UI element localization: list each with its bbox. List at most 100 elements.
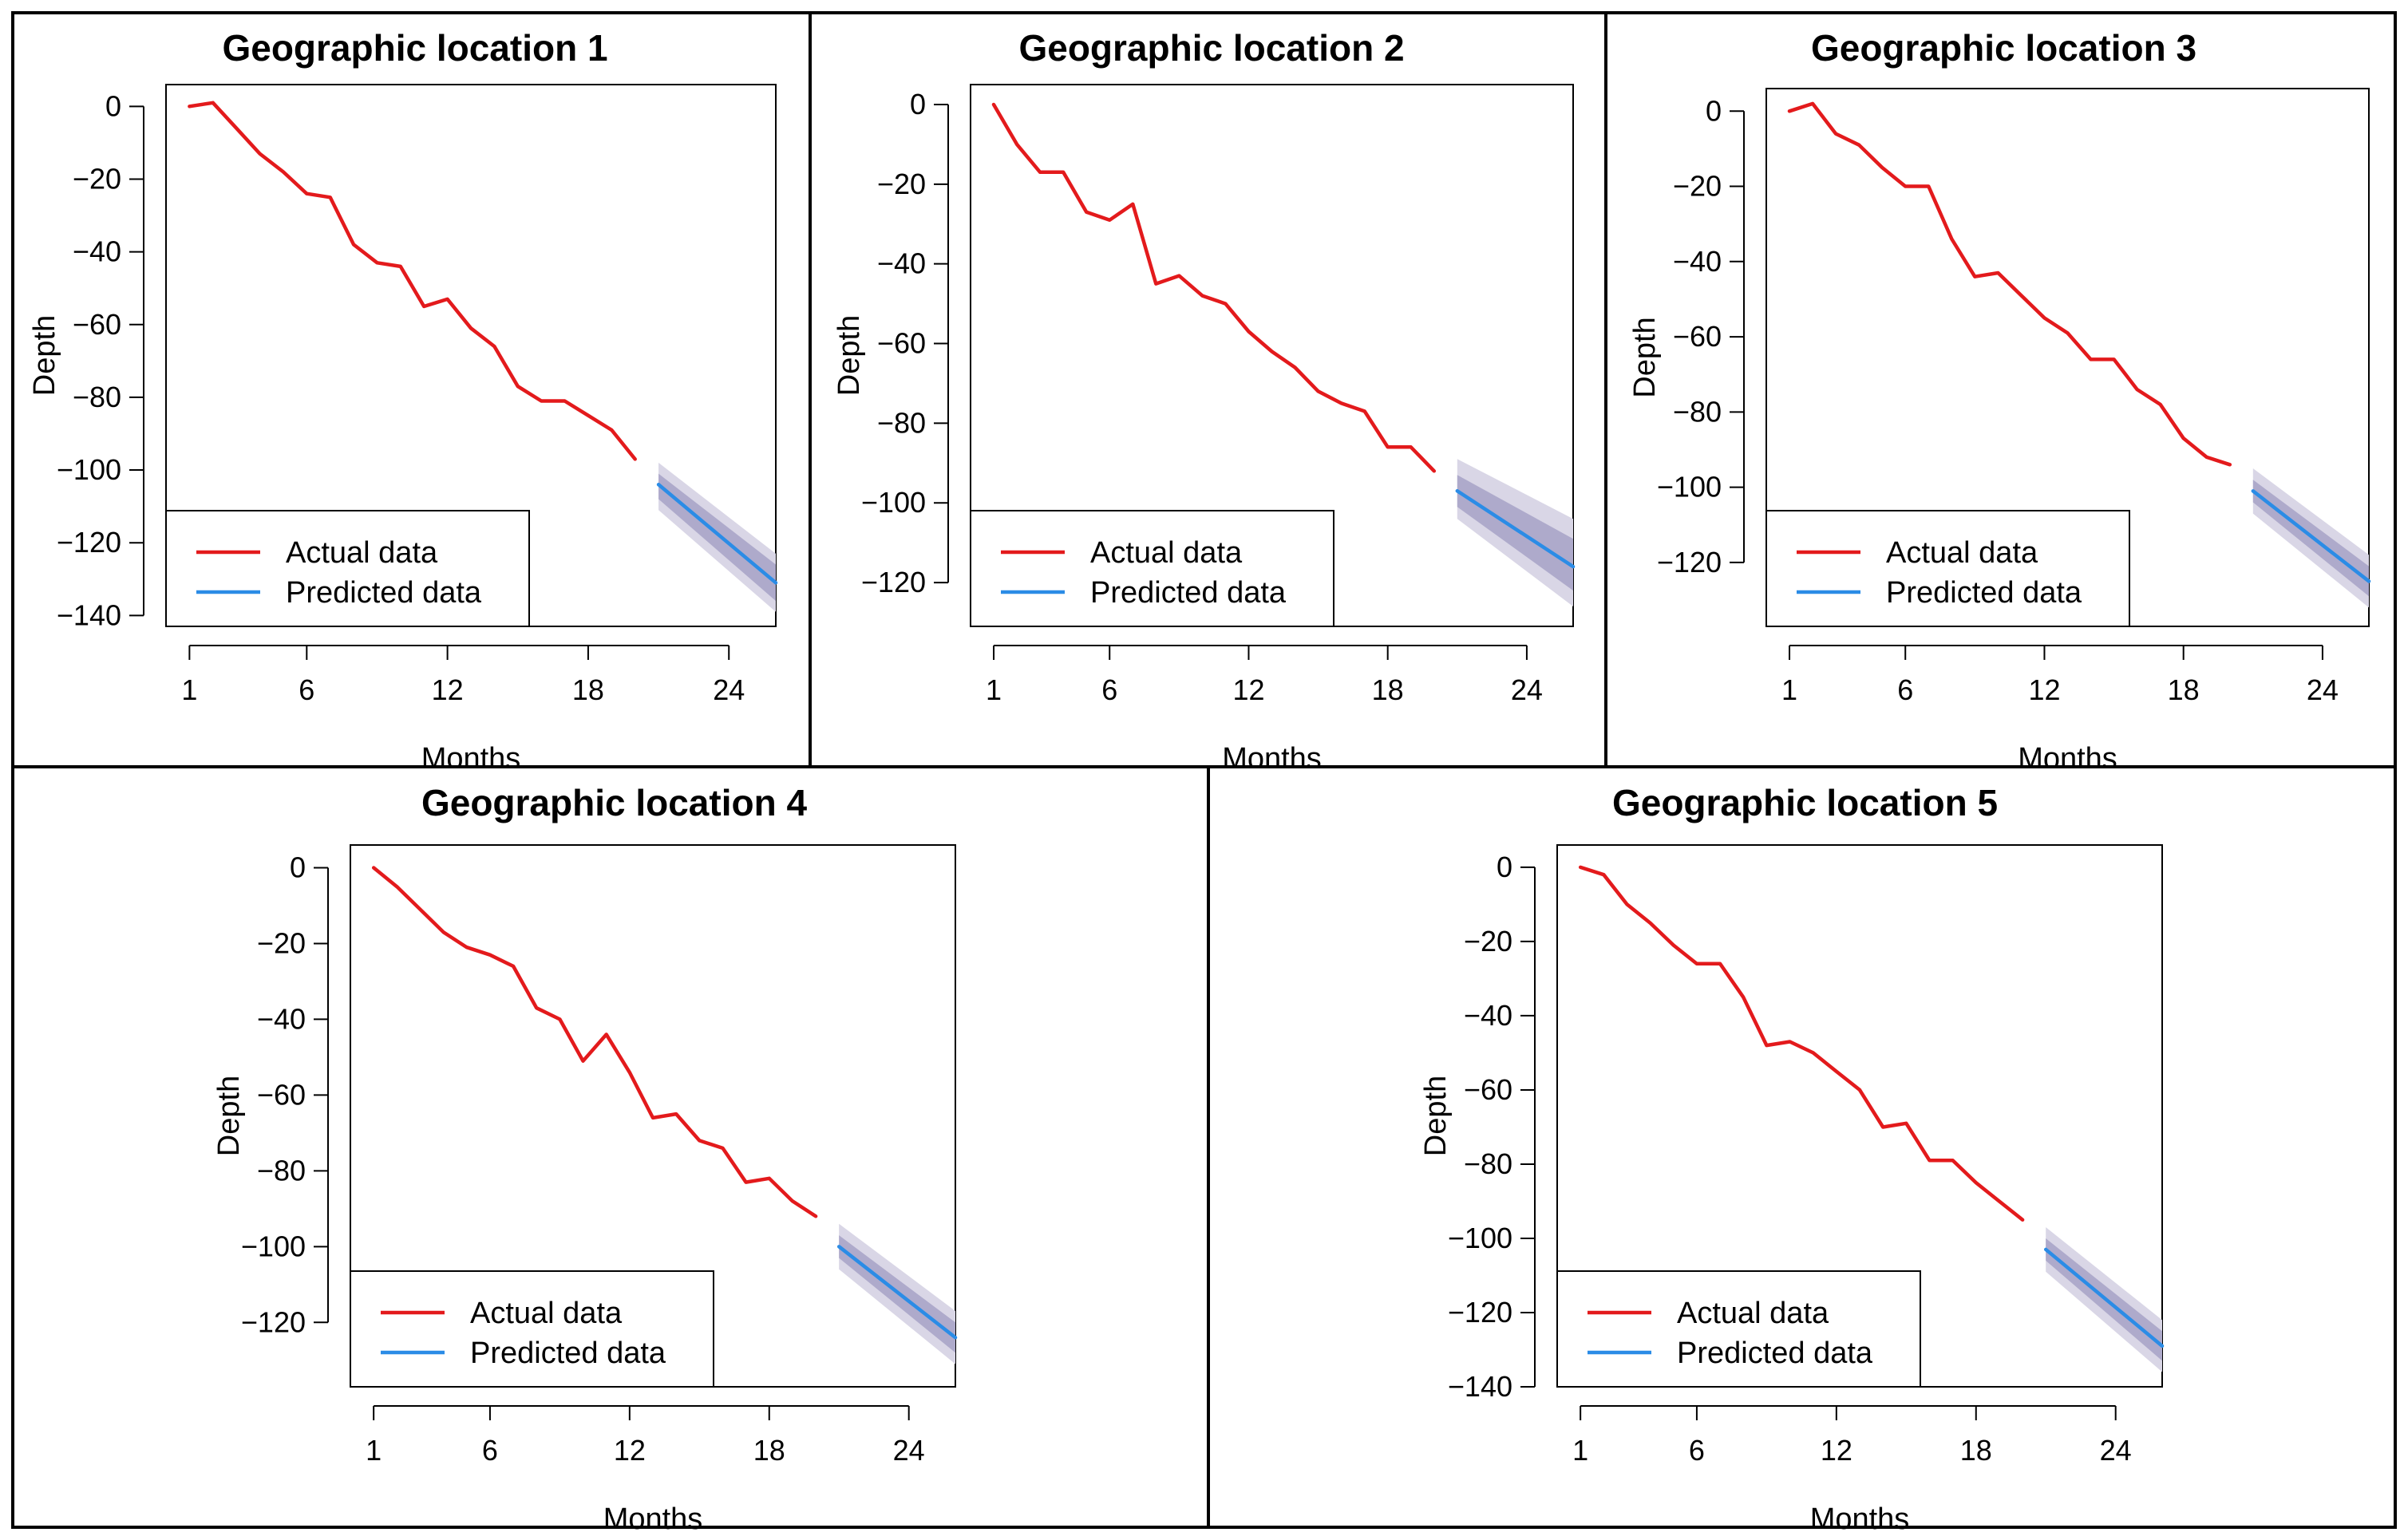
x-tick-label: 18 <box>1960 1434 1992 1467</box>
y-axis-label: Depth <box>28 315 61 396</box>
y-tick-label: −120 <box>861 566 926 598</box>
y-tick-label: −40 <box>877 247 926 280</box>
y-tick-label: −140 <box>57 598 121 631</box>
x-tick-label: 18 <box>1372 673 1404 706</box>
chart-title: Geographic location 1 <box>222 27 607 69</box>
x-axis-label: Months <box>1810 1502 1910 1532</box>
y-tick-label: −60 <box>877 327 926 360</box>
x-tick-label: 24 <box>713 673 745 706</box>
y-tick-label: −40 <box>73 235 121 268</box>
chart-title: Geographic location 2 <box>1018 27 1404 69</box>
series-line-predicted-data <box>836 1245 958 1340</box>
prediction-band-inner <box>1457 475 1573 591</box>
chart-svg: Geographic location 3 0 −20 −40 −60 −80 −100 −1… <box>1628 27 2371 772</box>
y-tick-label: −20 <box>1464 925 1512 958</box>
series-line-actual-data <box>371 866 818 1218</box>
y-tick-label: −60 <box>1673 320 1722 353</box>
y-tick-label: −100 <box>861 486 926 519</box>
x-tick-label: 12 <box>614 1434 646 1467</box>
y-axis-label: Depth <box>832 315 866 396</box>
chart-panel-location-1: Geographic location 1 0 −20 −40 −60 −80 −100 −1… <box>11 11 813 772</box>
x-tick-label: 12 <box>432 673 464 706</box>
legend: Actual data Predicted data <box>1765 510 2130 627</box>
x-tick-label: 24 <box>2307 673 2339 706</box>
x-tick-label: 6 <box>482 1434 498 1467</box>
series-line-predicted-data <box>1455 489 1576 569</box>
series-line-predicted-data <box>656 483 778 585</box>
x-tick-label: 1 <box>986 673 1002 706</box>
x-tick-label: 12 <box>1821 1434 1852 1467</box>
x-tick-label: 12 <box>2028 673 2060 706</box>
y-tick-label: −120 <box>241 1305 306 1338</box>
legend: Actual data Predicted data <box>970 510 1334 627</box>
legend-label: Actual data <box>1090 536 1243 570</box>
legend-box <box>1556 1270 1921 1388</box>
y-tick-label: −80 <box>73 381 121 413</box>
legend-box <box>970 510 1334 627</box>
y-tick-label: −20 <box>73 162 121 195</box>
legend-label: Predicted data <box>1886 576 2082 610</box>
series-line-actual-data <box>188 101 637 461</box>
chart-svg: Geographic location 5 0 −20 −40 −60 −80 −100 −1… <box>1419 782 2165 1532</box>
legend-box <box>1765 510 2130 627</box>
y-tick-label: 0 <box>290 851 306 883</box>
legend: Actual data Predicted data <box>350 1270 714 1388</box>
series-line-predicted-data <box>2043 1247 2165 1348</box>
series-line-predicted-data <box>2251 489 2371 583</box>
series-line-actual-data <box>991 102 1437 473</box>
y-tick-label: 0 <box>105 89 121 122</box>
y-tick-label: −120 <box>1657 546 1722 578</box>
legend-label: Actual data <box>1886 536 2038 570</box>
x-tick-label: 24 <box>893 1434 925 1467</box>
x-tick-label: 1 <box>181 673 197 706</box>
legend-label: Actual data <box>470 1297 623 1330</box>
y-tick-label: −60 <box>73 308 121 341</box>
x-tick-label: 1 <box>366 1434 382 1467</box>
x-axis-label: Months <box>603 1502 703 1532</box>
y-tick-label: −20 <box>1673 170 1722 203</box>
legend-label: Actual data <box>286 536 438 570</box>
chart-svg: Geographic location 4 0 −20 −40 −60 −80 −100 −1… <box>212 782 958 1532</box>
legend-label: Actual data <box>1677 1297 1829 1330</box>
x-tick-label: 12 <box>1232 673 1264 706</box>
chart-svg: Geographic location 2 0 −20 −40 −60 −80 −100 −1… <box>832 27 1576 772</box>
prediction-band-inner <box>658 473 776 602</box>
x-tick-label: 6 <box>1101 673 1117 706</box>
x-tick-label: 24 <box>1511 673 1543 706</box>
y-tick-label: −100 <box>1657 471 1722 503</box>
x-tick-label: 18 <box>753 1434 785 1467</box>
x-tick-label: 6 <box>1689 1434 1705 1467</box>
x-tick-label: 6 <box>299 673 314 706</box>
y-tick-label: −120 <box>57 526 121 559</box>
chart-title: Geographic location 4 <box>421 782 808 823</box>
chart-svg: Geographic location 1 0 −20 −40 −60 −80 −100 −1… <box>28 27 778 772</box>
series-line-actual-data <box>1787 101 2232 467</box>
x-tick-label: 1 <box>1781 673 1797 706</box>
y-tick-label: −20 <box>877 168 926 200</box>
y-axis-label: Depth <box>212 1076 246 1156</box>
legend-box <box>350 1270 714 1388</box>
legend: Actual data Predicted data <box>1556 1270 1921 1388</box>
y-tick-label: −60 <box>1464 1073 1512 1106</box>
y-tick-label: 0 <box>910 88 926 120</box>
y-tick-label: −80 <box>1464 1147 1512 1180</box>
chart-panel-location-2: Geographic location 2 0 −20 −40 −60 −80 −100 −1… <box>809 11 1608 772</box>
legend-label: Predicted data <box>1090 576 1287 610</box>
chart-panel-location-5: Geographic location 5 0 −20 −40 −60 −80 −100 −1… <box>1207 765 2397 1532</box>
legend-box <box>165 510 530 627</box>
legend-label: Predicted data <box>286 576 482 610</box>
chart-title: Geographic location 3 <box>1811 27 2196 69</box>
y-tick-label: −80 <box>1673 395 1722 428</box>
y-tick-label: −120 <box>1448 1296 1512 1329</box>
y-axis-label: Depth <box>1419 1076 1453 1156</box>
y-tick-label: −100 <box>1448 1222 1512 1254</box>
x-tick-label: 24 <box>2100 1434 2132 1467</box>
y-tick-label: −60 <box>257 1078 306 1111</box>
x-tick-label: 1 <box>1572 1434 1588 1467</box>
y-tick-label: −140 <box>1448 1370 1512 1403</box>
y-tick-label: 0 <box>1497 851 1512 883</box>
y-axis-label: Depth <box>1628 317 1662 397</box>
x-tick-label: 18 <box>572 673 604 706</box>
legend: Actual data Predicted data <box>165 510 530 627</box>
y-tick-label: −40 <box>257 1002 306 1035</box>
